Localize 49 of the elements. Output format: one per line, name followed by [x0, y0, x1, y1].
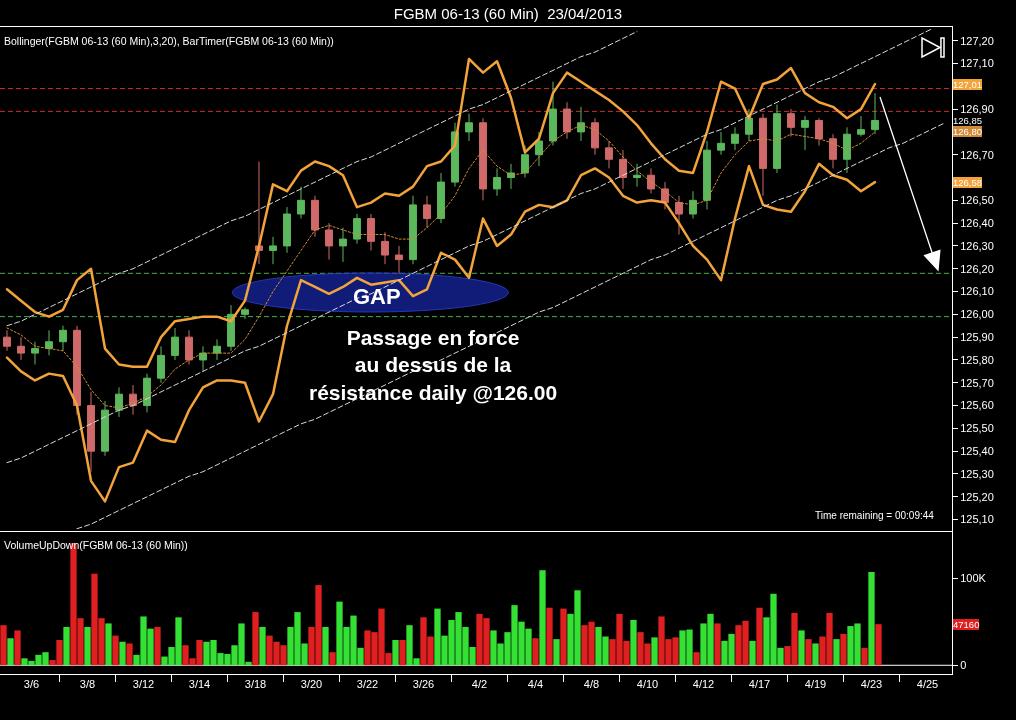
y-tick-label: 125,70 [960, 376, 994, 389]
x-tick-label: 3/14 [188, 678, 211, 691]
y-tick-label: 125,50 [960, 422, 994, 435]
x-tick-label: 3/26 [412, 678, 435, 691]
y-tick-label: 127,10 [960, 57, 994, 70]
x-tick-label: 3/20 [300, 678, 323, 691]
y-tick-label: 127,20 [960, 34, 994, 47]
y-tick-label: 125,10 [960, 513, 994, 526]
annotation: 127,01 [953, 79, 983, 90]
text: VolumeUpDown(FGBM 06-13 (60 Min)) [4, 539, 188, 551]
x-tick-label: 3/18 [244, 678, 267, 691]
y-tick-label: 125,20 [960, 490, 994, 503]
y-tick-label: 126,20 [960, 262, 994, 275]
x-tick-label: 4/2 [471, 678, 488, 691]
y-tick-label: 126,90 [960, 102, 994, 115]
text: Bollinger(FGBM 06-13 (60 Min),3,20), BarTimer(FGBM 06-13 (60 Min)) [4, 35, 334, 47]
annotation: Passage en force au dessus de la résistance daily @126.00 [309, 326, 558, 404]
annotation: 126,85 [953, 115, 983, 126]
x-tick-label: 3/12 [132, 678, 155, 691]
y-tick-label: 125,40 [960, 445, 994, 458]
y-tick-label: 126,00 [960, 308, 994, 321]
annotation: 47160 [953, 619, 980, 630]
y-tick-label: 125,80 [960, 353, 994, 366]
y-tick-label: 100K [960, 571, 987, 584]
y-tick-label: 0 [960, 659, 967, 672]
y-tick-label: 126,40 [960, 216, 994, 229]
x-tick-label: 3/22 [356, 678, 379, 691]
annotation: Time remaining = 00:09:44 [815, 510, 935, 521]
annotation: 126,58 [953, 177, 983, 188]
y-tick-label: 125,30 [960, 467, 994, 480]
y-tick-label: 126,50 [960, 194, 994, 207]
y-tick-label: 126,70 [960, 148, 994, 161]
x-tick-label: 3/8 [79, 678, 96, 691]
x-tick-label: 4/25 [916, 678, 939, 691]
y-tick-label: 126,30 [960, 239, 994, 252]
x-tick-label: 3/6 [23, 678, 40, 691]
x-tick-label: 4/4 [527, 678, 544, 691]
y-tick-label: 126,10 [960, 285, 994, 298]
y-tick-label: 125,90 [960, 331, 994, 343]
x-tick-label: 4/19 [804, 678, 827, 691]
y-tick-label: 125,60 [960, 399, 994, 412]
x-tick-label: 4/12 [692, 678, 715, 691]
annotation: 126,80 [953, 126, 983, 137]
x-tick-label: 4/8 [583, 678, 600, 691]
x-tick-label: 4/10 [636, 678, 659, 691]
x-tick-label: 4/17 [748, 678, 771, 691]
x-tick-label: 4/23 [860, 678, 883, 691]
chart-title: FGBM 06-13 (60 Min) 23/04/2013 [393, 4, 623, 22]
annotation: GAP [353, 284, 401, 309]
